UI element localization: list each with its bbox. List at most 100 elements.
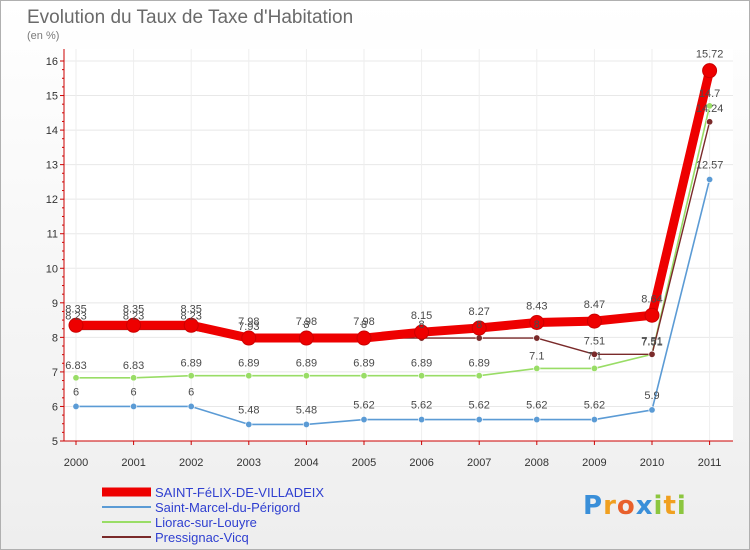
x-tick-label: 2004 — [294, 457, 318, 469]
data-label: 14.24 — [696, 103, 724, 115]
y-tick-label: 11 — [47, 229, 58, 241]
data-point — [644, 307, 660, 323]
data-label: 14.7 — [699, 88, 720, 100]
data-label: 5.62 — [584, 400, 605, 412]
data-point — [533, 334, 541, 342]
data-label: 8 — [303, 319, 309, 331]
data-point — [590, 350, 598, 358]
data-label: 12.57 — [696, 159, 724, 171]
data-label: 8.64 — [641, 293, 662, 305]
y-tick-label: 9 — [52, 298, 58, 310]
data-label: 7.98 — [238, 316, 259, 328]
data-point — [702, 63, 718, 79]
data-label: 7.98 — [353, 316, 374, 328]
data-point — [302, 420, 310, 428]
x-tick-label: 2009 — [582, 457, 606, 469]
data-point — [187, 402, 195, 410]
x-tick-label: 2008 — [525, 457, 549, 469]
y-tick-label: 14 — [46, 125, 58, 137]
data-point — [298, 330, 314, 346]
data-label: 6 — [73, 386, 79, 398]
data-label: 5.62 — [468, 400, 489, 412]
data-label: 8 — [419, 319, 425, 331]
proxiti-logo: Proxiti — [583, 491, 687, 521]
data-point — [475, 416, 483, 424]
x-tick-label: 2007 — [467, 457, 491, 469]
data-point — [648, 350, 656, 358]
data-point — [418, 416, 426, 424]
data-point — [586, 313, 602, 329]
data-label: 6.89 — [411, 358, 432, 370]
data-label: 5.62 — [411, 400, 432, 412]
data-point — [590, 364, 598, 372]
y-tick-label: 8 — [52, 332, 58, 344]
data-label: 8.23 — [180, 310, 201, 322]
y-tick-label: 10 — [46, 263, 58, 275]
data-label: 8.35 — [123, 303, 144, 315]
y-tick-label: 16 — [46, 56, 58, 68]
data-point — [706, 175, 714, 183]
unit-label: (en %) — [27, 30, 60, 42]
data-label: 6.83 — [65, 360, 86, 372]
data-label: 7.1 — [529, 350, 544, 362]
data-point — [245, 372, 253, 380]
data-point — [187, 372, 195, 380]
data-point — [533, 364, 541, 372]
data-label: 8 — [534, 319, 540, 331]
data-label: 15.72 — [696, 49, 724, 61]
series-line — [71, 66, 715, 343]
data-point — [302, 372, 310, 380]
data-label: 5.48 — [238, 404, 259, 416]
data-point — [418, 372, 426, 380]
data-point — [648, 406, 656, 414]
x-tick-label: 2000 — [64, 457, 88, 469]
series-line — [75, 178, 711, 426]
x-tick-label: 2002 — [179, 457, 203, 469]
data-label: 8.35 — [65, 303, 86, 315]
data-label: 6.89 — [468, 358, 489, 370]
data-point — [533, 416, 541, 424]
data-point — [126, 317, 142, 333]
data-point — [590, 416, 598, 424]
data-point — [130, 374, 138, 382]
data-point — [241, 330, 257, 346]
data-label: 8.23 — [123, 310, 144, 322]
data-label: 5.9 — [644, 390, 659, 402]
data-label: 8 — [476, 319, 482, 331]
data-label: 6 — [131, 386, 137, 398]
data-point — [414, 324, 430, 340]
data-point — [68, 317, 84, 333]
chart-title: Evolution du Taux de Taxe d'Habitation — [27, 7, 354, 28]
data-label: 8 — [361, 319, 367, 331]
data-point — [706, 118, 714, 126]
data-point — [475, 372, 483, 380]
y-tick-label: 6 — [52, 401, 58, 413]
data-label: 5.48 — [296, 404, 317, 416]
data-label: 7.51 — [641, 336, 662, 348]
data-point — [706, 102, 714, 110]
legend-label: Saint-Marcel-du-Périgord — [155, 500, 300, 515]
data-point — [471, 320, 487, 336]
data-point — [360, 372, 368, 380]
data-label: 6.89 — [353, 358, 374, 370]
data-label: 7.98 — [296, 316, 317, 328]
x-tick-label: 2010 — [640, 457, 664, 469]
x-tick-label: 2003 — [237, 457, 261, 469]
y-tick-label: 7 — [52, 367, 58, 379]
legend-label: Liorac-sur-Louyre — [155, 515, 257, 530]
legend-label: SAINT-FéLIX-DE-VILLADEIX — [155, 485, 324, 500]
data-label: 7.51 — [584, 335, 605, 347]
legend-label: Pressignac-Vicq — [155, 530, 249, 545]
y-tick-label: 15 — [46, 91, 58, 103]
y-tick-label: 12 — [46, 194, 58, 206]
data-label: 8.23 — [65, 310, 86, 322]
data-point — [245, 420, 253, 428]
data-label: 6.83 — [123, 360, 144, 372]
data-label: 8.43 — [526, 301, 547, 313]
data-label: 8.15 — [411, 310, 432, 322]
data-label: 5.62 — [526, 400, 547, 412]
data-point — [475, 334, 483, 342]
data-point — [72, 374, 80, 382]
